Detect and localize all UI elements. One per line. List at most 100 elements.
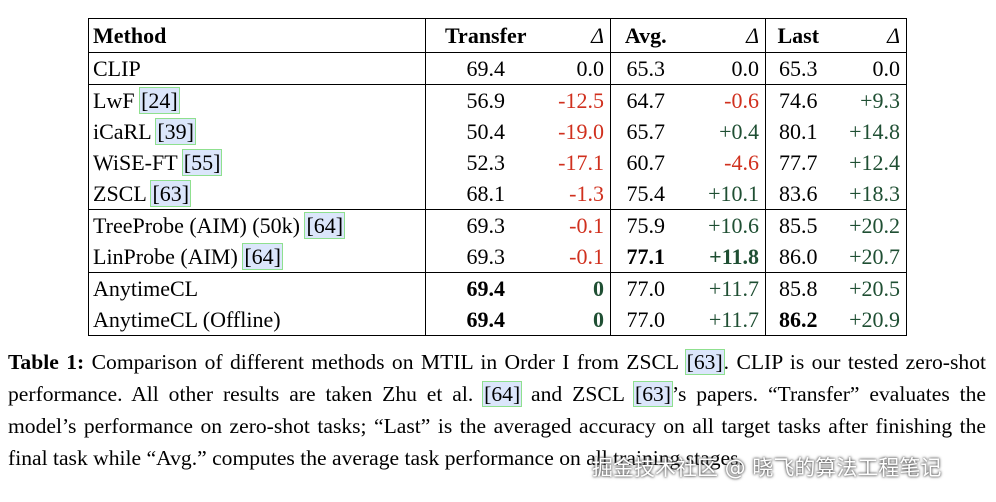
- delta-cell: -4.6: [724, 149, 759, 175]
- method-cell: ZSCL [63]: [88, 178, 426, 210]
- delta-cell: +11.8: [680, 241, 766, 273]
- table-row: AnytimeCL 69.4 0 77.0 +11.7 85.8 +20.5: [89, 272, 907, 305]
- delta-cell: 0.0: [830, 52, 907, 85]
- delta-cell: +9.3: [860, 87, 900, 113]
- table-row: iCaRL [39] 50.4 -19.0 65.7 +0.4 80.1 +14.8: [89, 116, 907, 147]
- table-row: WiSE-FT [55] 52.3 -17.1 60.7 -4.6 77.7 +12.4: [89, 147, 907, 178]
- results-table: Method Transfer Δ Avg. Δ Last Δ CLIP 69.4 0.0 65.3…: [88, 18, 907, 336]
- delta-cell: +11.7: [708, 275, 759, 301]
- citation: [64]: [304, 211, 346, 239]
- delta-cell: 0.0: [545, 52, 611, 85]
- method-name: ZSCL: [93, 180, 146, 206]
- method-name: iCaRL: [93, 118, 151, 144]
- delta-cell: 0.0: [680, 52, 766, 85]
- citation: [39]: [155, 117, 197, 145]
- value-cell: 69.4: [425, 52, 546, 85]
- value-cell: 77.1: [610, 241, 681, 273]
- citation: [64]: [482, 381, 523, 407]
- delta-cell: +20.2: [849, 212, 900, 238]
- method-cell: LinProbe (AIM) [64]: [88, 241, 426, 273]
- delta-cell: 0: [593, 275, 604, 301]
- delta-cell: +20.9: [849, 306, 900, 332]
- delta-cell: -0.1: [545, 241, 611, 273]
- watermark: 掘金技术社区 @ 晓飞的算法工程笔记: [592, 456, 942, 480]
- citation: [24]: [139, 86, 180, 114]
- value-cell: 75.4: [610, 178, 681, 210]
- caption-text: ’s papers. “Transfer” evaluates the mode…: [8, 382, 986, 470]
- caption-text: and ZSCL: [521, 382, 635, 406]
- value-cell: 69.3: [425, 241, 546, 273]
- value-cell: 65.3: [765, 52, 831, 85]
- delta-cell: -1.3: [545, 178, 611, 210]
- caption-text: . CLIP is our tested zero-shot performan…: [8, 350, 986, 406]
- delta-cell: 0: [593, 306, 604, 332]
- method-name: WiSE-FT: [93, 149, 178, 175]
- value-cell: 65.7: [610, 116, 681, 147]
- table-row: CLIP 69.4 0.0 65.3 0.0 65.3 0.0: [88, 52, 907, 85]
- value-cell: 74.6: [765, 84, 831, 116]
- table-row: LinProbe (AIM) [64] 69.3 -0.1 77.1 +11.8 86.0…: [88, 241, 907, 273]
- method-cell: CLIP: [88, 52, 426, 85]
- table-row: ZSCL [63] 68.1 -1.3 75.4 +10.1 83.6 +18.3: [88, 178, 907, 210]
- header-cell: Δ: [545, 18, 611, 53]
- header-cell: Avg.: [610, 18, 681, 53]
- value-cell: 77.7: [765, 147, 831, 178]
- value-cell: 86.0: [765, 241, 831, 273]
- method-cell: AnytimeCL: [89, 273, 426, 305]
- delta-cell: +14.8: [849, 118, 900, 144]
- method-cell: WiSE-FT [55]: [89, 147, 426, 178]
- delta-cell: -17.1: [558, 149, 604, 175]
- delta-cell: +10.6: [708, 212, 759, 238]
- value-cell: 85.5: [765, 209, 831, 241]
- method-name: LwF: [93, 87, 135, 113]
- value-cell: 60.7: [610, 147, 681, 178]
- delta-cell: +18.3: [830, 178, 907, 210]
- method-name: TreeProbe (AIM) (50k): [93, 212, 300, 238]
- delta-cell: -0.6: [724, 87, 759, 113]
- value-cell: 85.8: [765, 272, 831, 304]
- table-row: LwF [24] 56.9 -12.5 64.7 -0.6 74.6 +9.3: [89, 84, 907, 117]
- header-cell: Transfer: [425, 18, 546, 53]
- value-cell: 69.4: [425, 304, 546, 336]
- method-cell: TreeProbe (AIM) (50k) [64]: [89, 210, 426, 242]
- value-cell: 64.7: [610, 84, 681, 116]
- delta-cell: +11.7: [708, 306, 759, 332]
- citation: [63]: [684, 349, 725, 375]
- value-cell: 52.3: [425, 147, 546, 178]
- header-cell: Δ: [680, 18, 766, 53]
- table-row: AnytimeCL (Offline) 69.4 0 77.0 +11.7 86.2 +20…: [89, 304, 907, 336]
- header-cell: Method: [88, 18, 426, 53]
- header-cell: Δ: [830, 18, 907, 53]
- delta-cell: +10.1: [680, 178, 766, 210]
- value-cell: 77.0: [610, 272, 681, 304]
- value-cell: 83.6: [765, 178, 831, 210]
- delta-cell: -19.0: [558, 118, 604, 144]
- value-cell: 86.2: [765, 304, 831, 336]
- caption-label: Table 1:: [8, 350, 85, 374]
- delta-cell: -0.1: [569, 212, 604, 238]
- citation: [63]: [633, 381, 673, 407]
- caption: Table 1: Comparison of different methods…: [8, 346, 986, 474]
- value-cell: 69.4: [425, 272, 546, 304]
- delta-cell: +20.5: [849, 275, 900, 301]
- value-cell: 69.3: [425, 209, 546, 241]
- value-cell: 65.3: [610, 52, 681, 85]
- value-cell: 56.9: [425, 84, 546, 116]
- header-row: Method Transfer Δ Avg. Δ Last Δ: [88, 18, 907, 53]
- table-row: TreeProbe (AIM) (50k) [64] 69.3 -0.1 75.9 +1…: [89, 209, 907, 242]
- method-cell: AnytimeCL (Offline): [89, 304, 426, 336]
- method-name: AnytimeCL: [93, 275, 199, 301]
- delta-cell: +20.7: [830, 241, 907, 273]
- value-cell: 68.1: [425, 178, 546, 210]
- citation: [55]: [181, 148, 223, 176]
- header-cell: Last: [765, 18, 831, 53]
- value-cell: 80.1: [765, 116, 831, 147]
- method-name: AnytimeCL (Offline): [93, 306, 281, 332]
- caption-text: Comparison of different methods on MTIL …: [84, 350, 686, 374]
- method-cell: LwF [24]: [89, 85, 426, 117]
- value-cell: 75.9: [610, 209, 681, 241]
- delta-cell: +12.4: [849, 149, 900, 175]
- citation: [63]: [150, 179, 192, 207]
- value-cell: 77.0: [610, 304, 681, 336]
